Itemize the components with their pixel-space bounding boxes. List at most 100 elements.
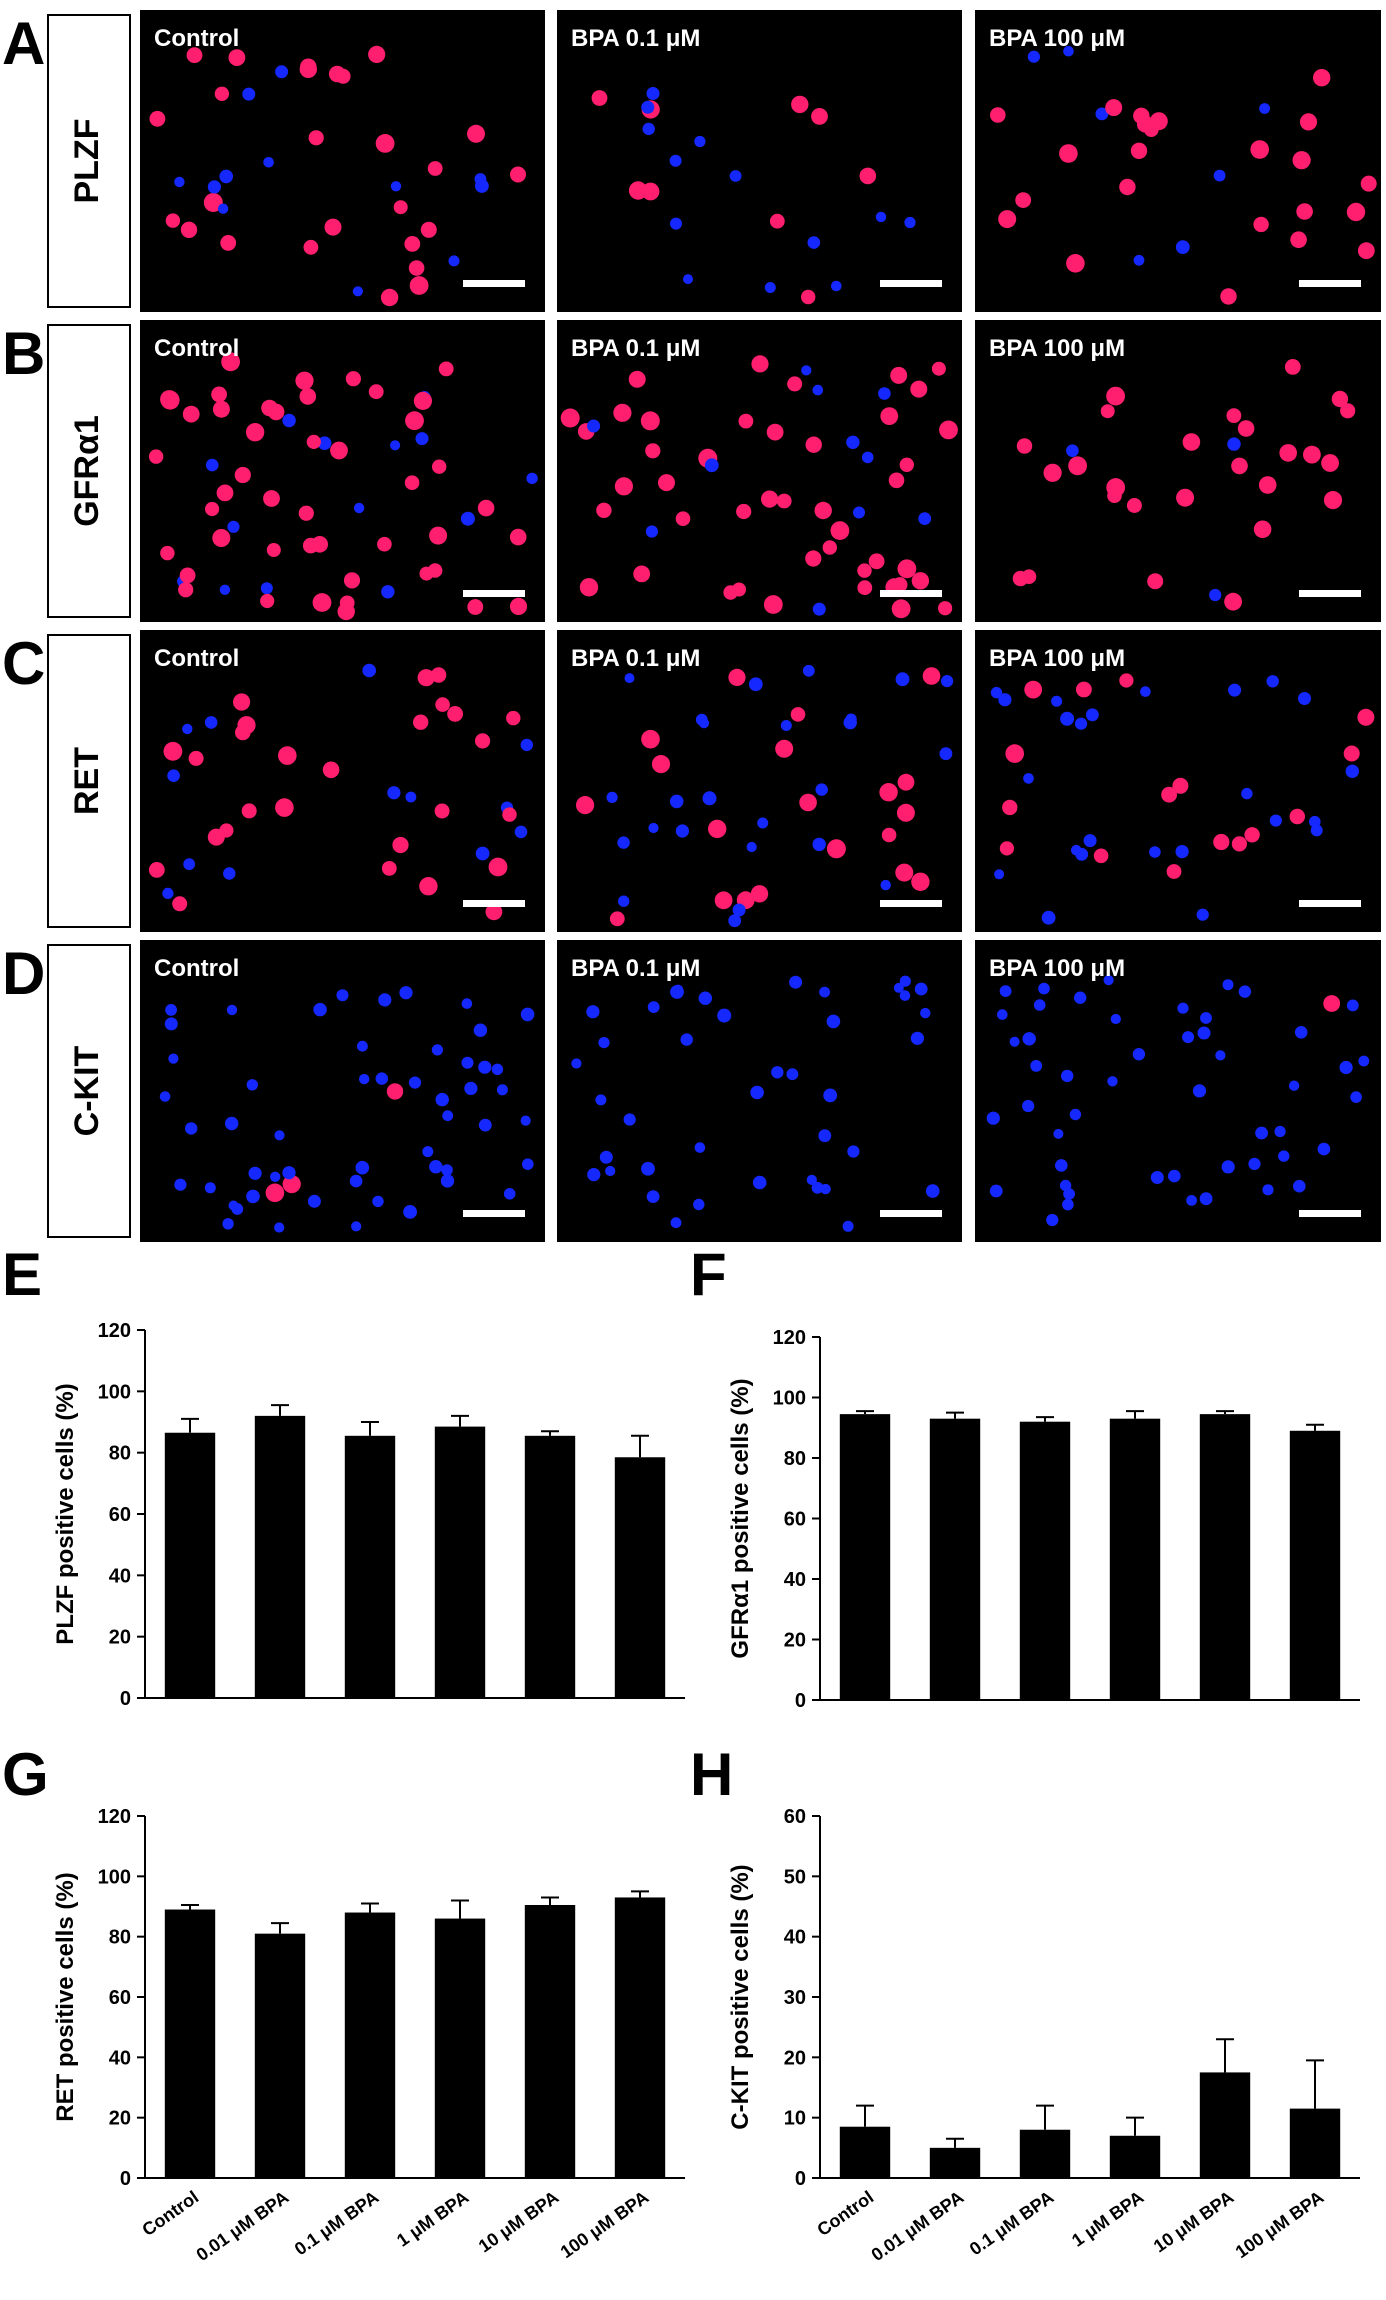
nucleus [757,817,769,829]
positive-cell [237,716,256,735]
positive-cell [736,503,752,520]
positive-cell [579,578,599,597]
nucleus [496,1084,508,1096]
positive-cell [220,235,237,251]
positive-cell [879,783,898,802]
nucleus [1255,1126,1268,1140]
positive-cell [1126,498,1142,513]
nucleus [219,584,231,595]
nucleus [1030,1060,1043,1072]
nucleus [270,1171,281,1183]
nucleus [918,512,932,525]
nucleus [878,387,891,400]
positive-cell [891,599,911,619]
nucleus [646,87,660,100]
scale-bar [1299,900,1361,907]
nucleus [1110,1013,1121,1025]
nucleus [702,791,717,806]
nucleus [222,1218,234,1230]
row-label-box [47,324,131,618]
positive-cell [1331,390,1349,408]
nucleus [227,520,240,533]
panel-letter-c: C [2,630,45,697]
nucleus [1046,1213,1059,1227]
micrograph-plzf-1: BPA 0.1 μM [557,10,962,312]
positive-cell [897,773,915,791]
positive-cell [766,423,784,441]
positive-cell [658,474,675,492]
positive-cell [763,595,783,614]
nucleus [598,1037,610,1049]
positive-cell [791,95,809,114]
condition-label: Control [154,955,239,982]
nucleus [520,1007,535,1022]
positive-cell [857,580,873,596]
bar-3 [1019,2129,1071,2178]
nucleus [843,715,857,730]
category-label: 1 μM BPA [393,2187,472,2251]
positive-cell [510,166,526,183]
positive-cell [212,400,230,418]
nucleus [226,1004,238,1016]
positive-cell [596,502,612,518]
nucleus [228,1200,239,1211]
nucleus [461,1056,474,1069]
positive-cell [381,861,397,876]
nucleus [771,1066,784,1079]
chart-g: G 0 20 40 60 80 100 120 RET positive cells (%) Co… [2,1741,685,2265]
bar-4 [434,1918,486,2178]
nucleus [994,869,1005,880]
positive-cell [375,134,395,153]
nucleus [1259,103,1270,114]
positive-cell [1012,570,1029,587]
y-axis-label: PLZF positive cells (%) [52,1383,79,1644]
nucleus [514,825,528,839]
positive-cell [895,863,914,882]
nucleus [920,1007,931,1019]
nucleus [750,1085,764,1100]
nucleus [910,1031,925,1045]
nucleus [861,451,874,464]
nucleus [698,991,712,1005]
micrograph-c-kit-2: BPA 100 μM [975,940,1381,1242]
nucleus [408,1076,422,1089]
nucleus [1083,834,1097,848]
nucleus [605,1165,616,1177]
y-tick-label: 60 [784,1806,806,1828]
y-tick-label: 80 [109,1927,131,1949]
positive-cell [413,714,429,730]
nucleus [1345,764,1360,778]
nucleus [353,502,365,514]
positive-cell [1133,107,1150,125]
nucleus [1140,686,1151,697]
nucleus [748,677,763,692]
positive-cell [761,490,779,508]
nucleus [680,1033,693,1046]
positive-cell [814,501,832,520]
positive-cell [911,572,930,590]
positive-cell [205,501,220,517]
positive-cell [506,710,521,726]
positive-cell [219,823,234,838]
bar-2 [254,1933,306,2178]
positive-cell [1321,454,1339,472]
positive-cell [576,796,595,815]
nucleus [1213,169,1226,182]
nucleus [478,1118,492,1132]
nucleus [1186,1195,1197,1206]
nucleus [503,1188,516,1200]
positive-cell [857,563,872,578]
nucleus [812,384,824,396]
positive-cell [728,668,746,687]
scale-bar [1299,280,1361,287]
condition-label: BPA 0.1 μM [571,335,700,362]
nucleus [893,982,904,993]
positive-cell [163,741,183,761]
nucleus [670,985,684,999]
positive-cell [591,90,608,106]
nucleus [899,975,911,987]
nucleus [670,1217,682,1229]
chart-h: H 0 10 20 30 40 50 60 C-KIT positive cells (%) Co… [690,1741,1360,2265]
nucleus [1274,1125,1286,1138]
